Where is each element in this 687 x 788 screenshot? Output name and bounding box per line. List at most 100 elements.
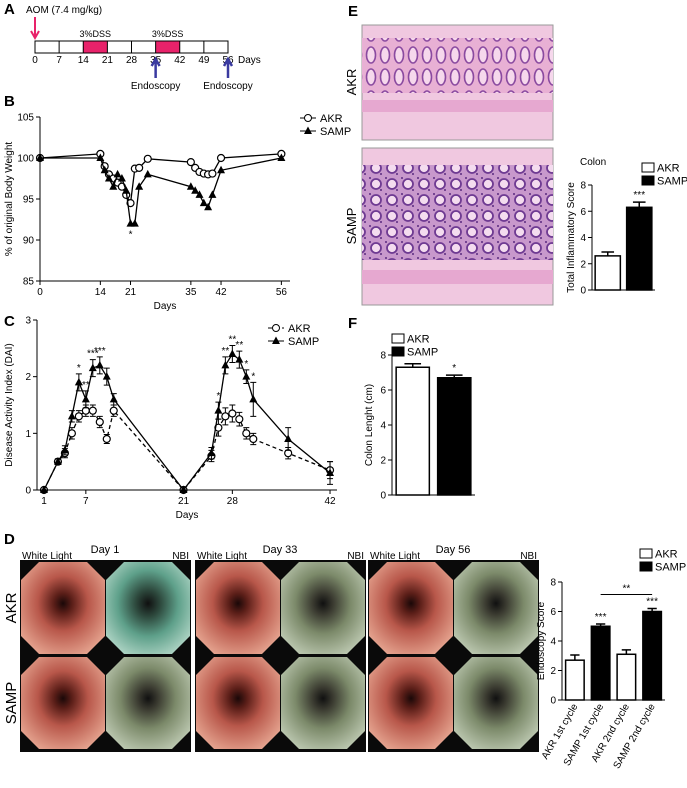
y-tick-label: 2	[550, 666, 556, 677]
y-tick-label: 3	[25, 316, 31, 327]
marker	[242, 429, 251, 438]
day-label: Day 33	[263, 544, 298, 556]
x-tick-label: 28	[227, 496, 239, 507]
marker	[284, 434, 293, 442]
panel-letter: F	[348, 315, 357, 332]
histology-row-label: AKR	[344, 69, 359, 96]
marker	[179, 485, 188, 493]
marker	[326, 468, 335, 476]
significance: *	[216, 391, 220, 402]
marker	[235, 355, 244, 363]
marker	[186, 158, 195, 167]
x-tick-label: 0	[37, 287, 43, 298]
significance: *	[77, 363, 81, 374]
bar	[590, 625, 611, 701]
y-tick-label: 6	[580, 207, 586, 218]
y-tick-label: 8	[550, 578, 556, 589]
x-tick-label: 21	[178, 496, 190, 507]
marker	[81, 394, 90, 403]
endoscopy-image	[454, 657, 538, 749]
mode-label: White Light	[197, 551, 247, 562]
timeline-tick-label: 7	[56, 55, 62, 66]
error-bar	[570, 654, 580, 661]
marker	[214, 423, 223, 432]
procedure-arrow	[222, 56, 234, 78]
x-tick-label: 56	[276, 287, 288, 298]
marker	[221, 412, 230, 421]
legend-label: AKR	[655, 549, 678, 561]
marker	[207, 448, 216, 457]
y-tick-label: 85	[23, 277, 35, 288]
marker	[88, 363, 97, 372]
marker	[217, 165, 226, 174]
marker	[228, 349, 237, 357]
marker	[277, 153, 286, 161]
marker	[60, 445, 69, 454]
endoscopy-row-label: AKR	[3, 592, 20, 623]
marker	[53, 457, 62, 465]
significance: **	[235, 340, 243, 351]
bar	[642, 610, 663, 701]
legend-swatch	[639, 561, 653, 572]
series-line	[40, 157, 282, 225]
timeline-tick-label: 21	[102, 55, 114, 66]
legend-swatch	[391, 346, 405, 357]
marker	[88, 406, 97, 415]
y-tick-label: 0	[550, 696, 556, 707]
marker	[249, 434, 258, 444]
procedure-arrow	[150, 56, 161, 78]
endoscopy-image	[21, 562, 105, 654]
procedure-label: Endoscopy	[131, 81, 180, 92]
marker	[96, 153, 105, 161]
marker	[74, 412, 83, 421]
marker	[126, 199, 135, 208]
legend-label: AKR	[320, 113, 343, 125]
y-tick-label: 2	[580, 259, 586, 270]
marker	[235, 415, 244, 424]
timeline-tick-label: 28	[126, 55, 138, 66]
treatment-period	[83, 41, 108, 53]
bar	[616, 653, 637, 701]
error-bar	[632, 201, 646, 208]
marker	[102, 434, 111, 444]
timeline-tick-label: 49	[198, 55, 210, 66]
procedure-label: Endoscopy	[203, 81, 252, 92]
significance: *	[452, 363, 456, 374]
y-axis-label: Total Inflammatory Score	[566, 182, 577, 293]
treatment-label: 3%DSS	[152, 29, 184, 39]
x-tick-label: 42	[215, 287, 227, 298]
marker	[199, 198, 208, 207]
marker	[67, 411, 76, 420]
y-axis-label: % of original Body Weight	[4, 142, 15, 257]
endoscopy-image	[196, 657, 280, 749]
legend-swatch	[391, 333, 405, 344]
significance: ***	[633, 190, 645, 201]
aom-arrow	[30, 17, 40, 41]
timeline-tick-label: 42	[174, 55, 186, 66]
mode-label: NBI	[347, 551, 364, 562]
panel-letter: D	[4, 531, 15, 548]
marker	[216, 153, 226, 163]
histology-crypts	[362, 165, 553, 260]
endoscopy-image	[369, 657, 453, 749]
legend-marker	[304, 114, 312, 122]
x-axis-label: Days	[176, 510, 199, 521]
y-tick-label: 2	[380, 456, 386, 467]
marker	[221, 360, 230, 369]
marker	[117, 174, 126, 182]
day-label: Day 56	[436, 544, 471, 556]
marker	[208, 169, 217, 178]
legend-swatch	[639, 548, 653, 559]
histology-crypts	[362, 38, 553, 93]
series-line	[43, 353, 331, 492]
marker	[109, 394, 118, 403]
timeline-tick-label: 14	[78, 55, 90, 66]
x-tick-label: 35	[185, 287, 197, 298]
treatment-label: 3%DSS	[80, 29, 112, 39]
endoscopy-image	[106, 657, 190, 749]
mode-label: White Light	[22, 551, 72, 562]
treatment-period	[155, 41, 180, 53]
y-tick-label: 0	[380, 491, 386, 502]
